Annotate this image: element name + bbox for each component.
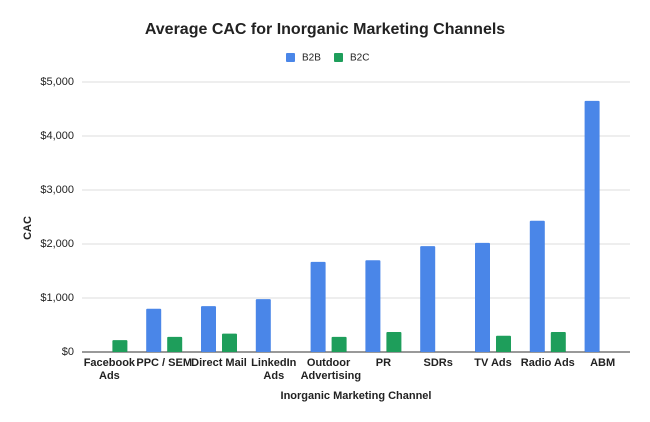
- chart-title: Average CAC for Inorganic Marketing Chan…: [145, 21, 505, 38]
- x-axis-title: Inorganic Marketing Channel: [281, 390, 432, 402]
- x-tick-label: PR: [375, 357, 392, 369]
- bar: [331, 336, 347, 352]
- bar: [584, 100, 600, 353]
- legend-label: B2B: [302, 53, 321, 64]
- bar: [386, 332, 402, 352]
- bar: [201, 306, 216, 352]
- x-tick-label: TV Ads: [474, 357, 512, 369]
- y-axis-title: CAC: [22, 216, 34, 240]
- bar: [222, 333, 237, 352]
- y-tick-label: $5,000: [40, 76, 74, 88]
- bar: [310, 261, 326, 352]
- bar: [146, 308, 162, 352]
- x-tick-label: SDRs: [423, 357, 453, 369]
- y-tick-label: $4,000: [40, 130, 74, 142]
- x-tick-label: PPC / SEM: [136, 357, 192, 369]
- y-tick-label: $3,000: [40, 184, 74, 196]
- bar: [496, 335, 511, 352]
- x-tick-label: ABM: [590, 357, 616, 369]
- legend-swatch: [286, 53, 295, 62]
- bar: [255, 299, 271, 352]
- bar: [112, 340, 128, 352]
- y-tick-label: $2,000: [40, 238, 74, 250]
- x-tick-label: LinkedIn Ads: [251, 357, 297, 382]
- x-tick-label: Facebook Ads: [83, 357, 136, 382]
- bar: [529, 220, 545, 352]
- legend-swatch: [334, 53, 343, 62]
- y-tick-label: $0: [62, 346, 74, 358]
- bar: [550, 332, 566, 352]
- x-tick-label: Radio Ads: [520, 357, 575, 369]
- x-tick-label: Direct Mail: [191, 357, 247, 369]
- bar: [365, 260, 381, 352]
- x-tick-label: Outdoor Advertising: [300, 357, 362, 382]
- legend-label: B2C: [350, 53, 369, 64]
- bar: [420, 246, 436, 352]
- y-tick-label: $1,000: [40, 292, 74, 304]
- bar: [167, 336, 183, 352]
- bar: [475, 242, 490, 352]
